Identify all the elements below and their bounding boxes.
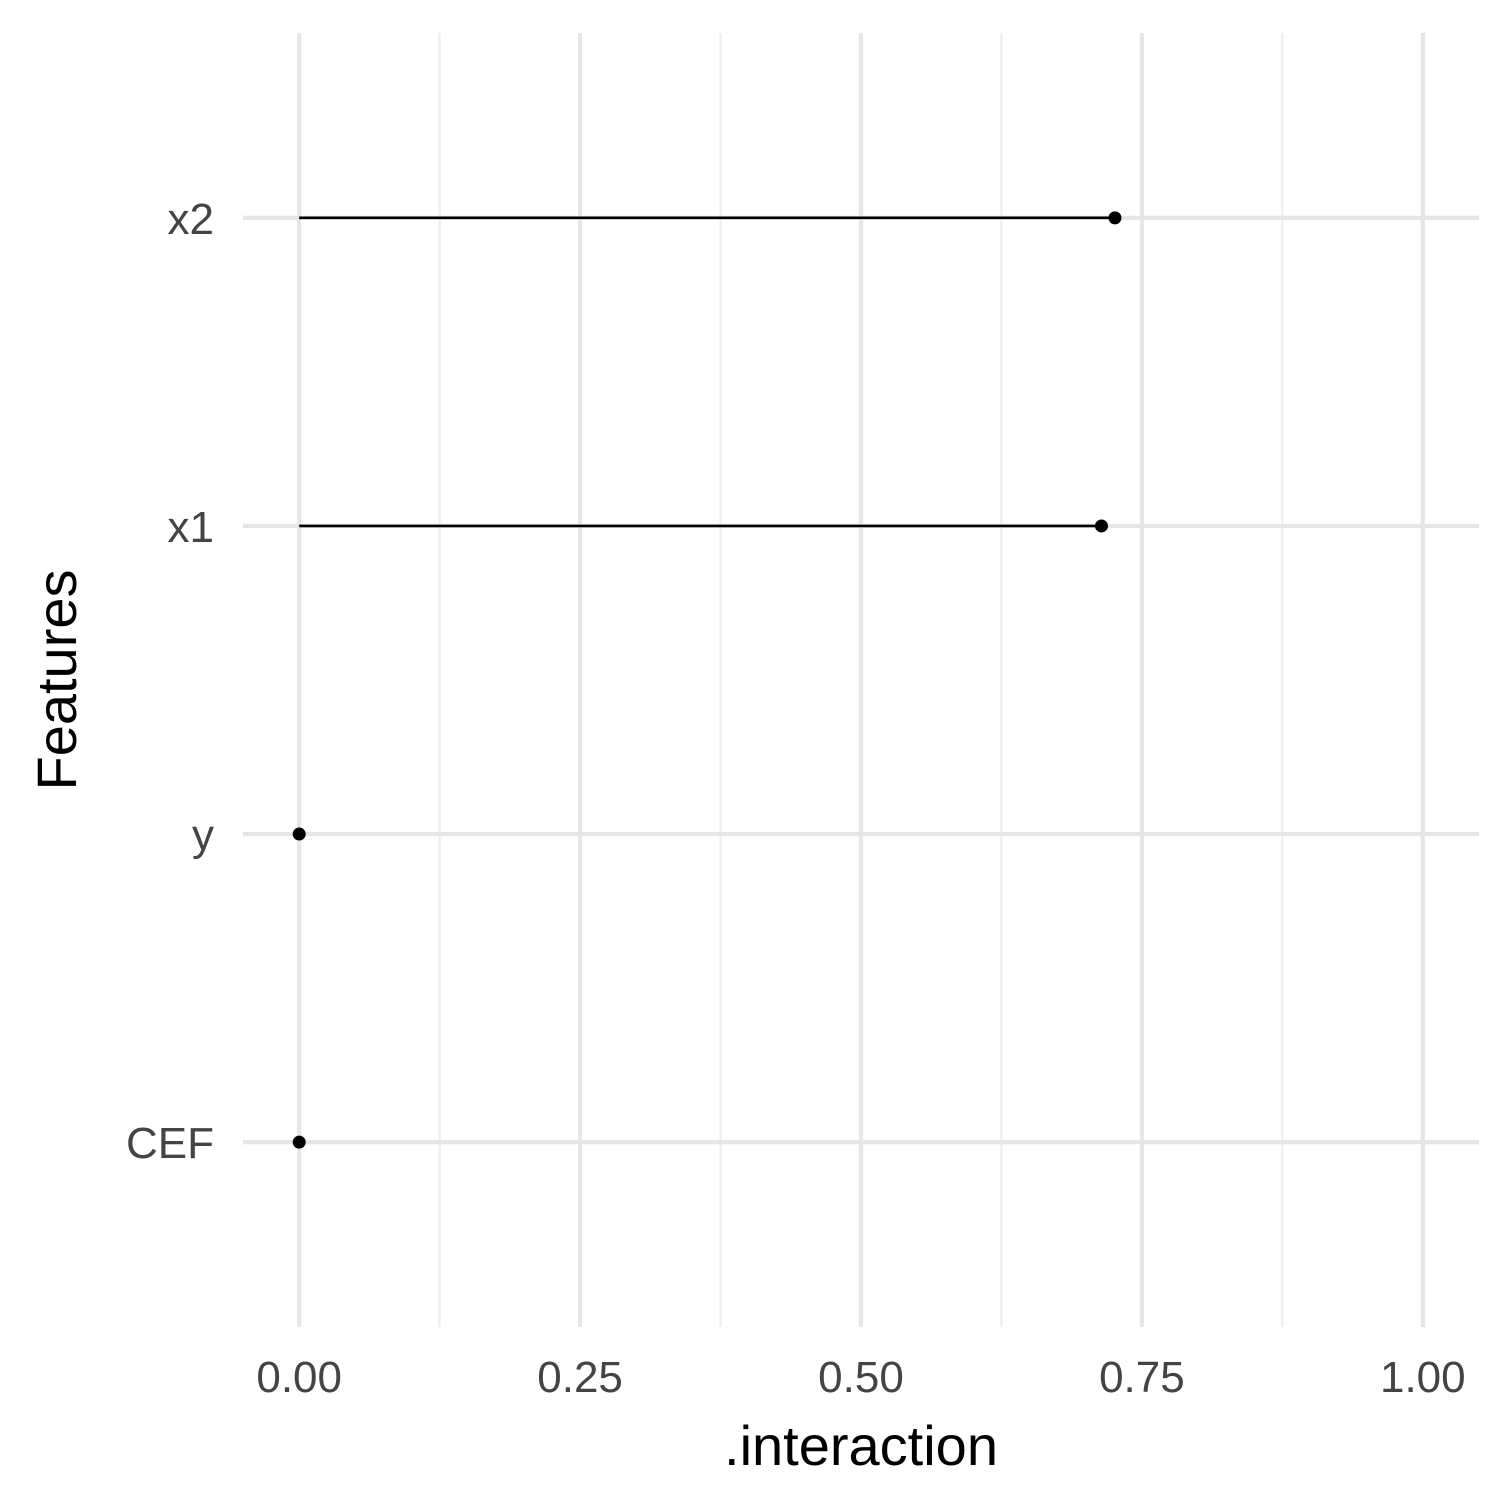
y-tick-label: x1: [168, 503, 214, 552]
x-tick-label: 0.75: [1099, 1353, 1185, 1402]
lollipop-point-CEF: [292, 1135, 306, 1149]
lollipop-marks: [292, 211, 1122, 1149]
y-axis-title: Features: [25, 570, 88, 791]
y-tick-label: y: [192, 811, 214, 860]
x-tick-label: 0.50: [818, 1353, 904, 1402]
y-tick-labels: CEF y x1 x2: [126, 195, 214, 1168]
lollipop-point-x2: [1108, 211, 1122, 225]
x-tick-label: 0.25: [537, 1353, 623, 1402]
minor-gridlines: [438, 33, 1284, 1327]
y-tick-label: x2: [168, 195, 214, 244]
x-tick-label: 0.00: [256, 1353, 342, 1402]
y-tick-label: CEF: [126, 1119, 214, 1168]
major-gridlines: [243, 33, 1479, 1327]
lollipop-point-y: [292, 827, 306, 841]
lollipop-point-x1: [1094, 519, 1108, 533]
x-tick-label: 1.00: [1380, 1353, 1466, 1402]
x-axis-title: .interaction: [724, 1414, 998, 1477]
x-tick-labels: 0.00 0.25 0.50 0.75 1.00: [256, 1353, 1465, 1402]
